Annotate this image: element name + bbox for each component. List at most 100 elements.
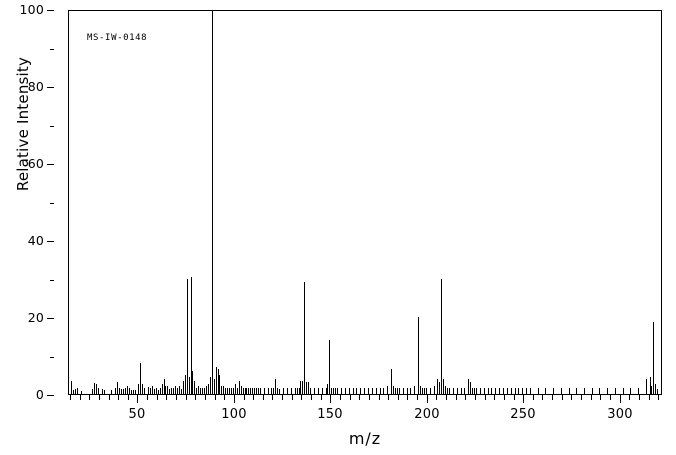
spectrum-peak <box>484 388 485 394</box>
x-axis-minor-tick <box>446 395 447 400</box>
spectrum-peak <box>187 278 188 394</box>
x-axis-tick-label: 300 <box>607 407 633 422</box>
spectrum-peak <box>202 388 203 394</box>
spectrum-peak <box>133 390 134 394</box>
spectrum-peak <box>302 380 303 394</box>
spectrum-peak <box>104 390 105 394</box>
spectrum-peak <box>94 383 95 394</box>
spectrum-peak <box>306 382 307 394</box>
spectrum-peak <box>503 388 504 394</box>
x-axis-minor-tick <box>629 395 630 400</box>
x-axis-minor-tick <box>224 395 225 400</box>
spectrum-peak <box>584 388 585 394</box>
spectrum-peak <box>522 388 523 394</box>
spectrum-peak <box>327 384 328 394</box>
spectrum-peak <box>426 388 427 394</box>
spectrum-peak <box>480 388 481 394</box>
spectrum-peak <box>407 388 408 394</box>
x-axis-minor-tick <box>504 395 505 400</box>
spectrum-peak <box>237 388 238 394</box>
spectrum-peak <box>158 390 159 394</box>
spectrum-peak <box>164 378 165 394</box>
x-axis-minor-tick <box>485 395 486 400</box>
x-axis-minor-tick <box>195 395 196 400</box>
x-axis-minor-tick <box>128 395 129 400</box>
spectrum-peak <box>356 388 357 394</box>
x-axis-minor-tick <box>263 395 264 400</box>
spectrum-peak <box>376 388 377 394</box>
spectrum-peak <box>507 388 508 394</box>
spectrum-peak <box>333 388 334 394</box>
spectrum-peak <box>655 384 656 394</box>
spectrum-peak <box>337 388 338 394</box>
spectrum-peak <box>495 388 496 394</box>
spectrum-peak <box>235 384 236 394</box>
spectrum-peak <box>121 389 122 394</box>
spectrum-peak <box>150 388 151 394</box>
spectrum-peak <box>393 386 394 394</box>
y-axis-minor-tick <box>50 203 54 204</box>
x-axis-major-tick <box>234 395 235 403</box>
spectrum-peak <box>198 386 199 394</box>
spectrum-peak <box>300 380 301 394</box>
spectrum-peak <box>192 370 193 394</box>
x-axis-minor-tick <box>562 395 563 400</box>
spectrum-peak <box>395 388 396 394</box>
spectrum-peak <box>335 388 336 394</box>
spectrum-peak <box>326 388 327 394</box>
x-axis-minor-tick <box>552 395 553 400</box>
spectrum-peak <box>152 386 153 394</box>
spectrum-peak <box>345 388 346 394</box>
x-axis-minor-tick <box>456 395 457 400</box>
spectrum-peak <box>229 388 230 394</box>
x-axis-minor-tick <box>205 395 206 400</box>
spectrum-peak <box>135 390 136 394</box>
x-axis-minor-tick <box>340 395 341 400</box>
x-axis-minor-tick <box>109 395 110 400</box>
spectrum-peak <box>599 388 600 394</box>
spectrum-peak <box>254 388 255 394</box>
spectrum-peak <box>117 382 118 394</box>
spectrum-peak <box>445 386 446 394</box>
spectrum-peak <box>630 388 631 394</box>
spectrum-peak <box>526 388 527 394</box>
spectrum-peak <box>304 282 305 394</box>
spectrum-peak <box>277 388 278 394</box>
spectrum-peak <box>142 384 143 394</box>
x-axis-minor-tick <box>292 395 293 400</box>
spectrum-peak <box>183 380 184 394</box>
x-axis-minor-tick <box>494 395 495 400</box>
spectrum-peak <box>243 388 244 394</box>
x-axis-minor-tick <box>253 395 254 400</box>
spectrum-peak <box>169 389 170 394</box>
spectrum-peak <box>372 388 373 394</box>
x-axis-minor-tick <box>658 395 659 400</box>
y-axis-tick-label: 20 <box>27 310 44 325</box>
spectrum-peak <box>499 388 500 394</box>
x-axis-minor-tick <box>80 395 81 400</box>
x-axis-minor-tick <box>186 395 187 400</box>
x-axis-minor-tick <box>70 395 71 400</box>
spectrum-peak <box>439 382 440 394</box>
spectrum-peak <box>81 390 82 394</box>
x-axis-major-tick <box>330 395 331 403</box>
spectrum-peak <box>75 389 76 394</box>
spectrum-peak <box>414 386 415 394</box>
y-axis-major-tick <box>47 87 54 88</box>
x-axis: 50 100 150 200 250 300 m/z <box>68 395 662 455</box>
spectrum-peak <box>256 388 257 394</box>
x-axis-tick-label: 50 <box>128 407 146 422</box>
spectrum-peak <box>651 386 652 394</box>
x-axis-minor-tick <box>581 395 582 400</box>
x-axis-minor-tick <box>215 395 216 400</box>
y-axis-major-tick <box>47 10 54 11</box>
spectrum-peak <box>77 388 78 394</box>
spectrum-peak <box>538 388 539 394</box>
spectrum-peak <box>457 388 458 394</box>
spectrum-peak <box>227 388 228 394</box>
spectrum-peak <box>144 388 145 394</box>
spectrum-peak <box>189 376 190 394</box>
spectrum-peak <box>453 388 454 394</box>
x-axis-major-tick <box>427 395 428 403</box>
spectrum-peak <box>225 388 226 394</box>
